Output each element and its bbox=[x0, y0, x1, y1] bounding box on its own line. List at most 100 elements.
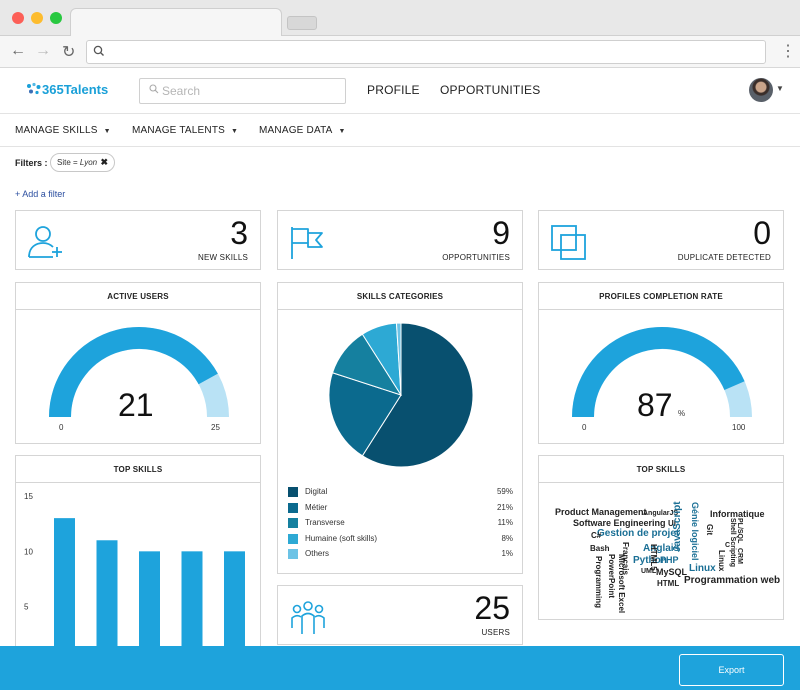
skills-categories-panel: SKILLS CATEGORIES Digital 59% Métier 21% Tra… bbox=[277, 282, 523, 574]
menu-label: MANAGE DATA bbox=[259, 125, 333, 136]
minimize-window-button[interactable] bbox=[31, 12, 43, 24]
filter-key: Site = bbox=[57, 158, 80, 167]
legend-swatch bbox=[288, 549, 298, 559]
legend-label: Transverse bbox=[305, 518, 345, 527]
word: Programming bbox=[594, 556, 603, 609]
app-header: 365Talents PROFILE OPPORTUNITIES ▼ bbox=[0, 68, 800, 114]
legend-value: 21% bbox=[496, 502, 513, 512]
menu-manage-talents[interactable]: MANAGE TALENTS ▼ bbox=[132, 125, 238, 136]
search-box[interactable] bbox=[139, 78, 346, 104]
word: UI bbox=[668, 519, 676, 528]
top-skills-bar-chart: 5 10 15 bbox=[24, 492, 245, 654]
menu-manage-skills[interactable]: MANAGE SKILLS ▼ bbox=[15, 125, 111, 136]
word: CRM bbox=[736, 548, 743, 564]
filters-label: Filters : bbox=[15, 158, 48, 168]
maximize-window-button[interactable] bbox=[50, 12, 62, 24]
pie-slice-digital bbox=[361, 322, 474, 468]
export-button[interactable]: Export bbox=[679, 654, 784, 686]
add-filter-link[interactable]: + Add a filter bbox=[15, 189, 66, 199]
word: Software Engineering bbox=[573, 518, 666, 528]
avatar[interactable] bbox=[749, 78, 773, 102]
legend-value: 59% bbox=[496, 487, 513, 496]
word: AngularJS bbox=[643, 510, 679, 517]
legend-swatch bbox=[288, 518, 298, 528]
duplicates-label: DUPLICATE DETECTED bbox=[677, 253, 771, 262]
word: Linux bbox=[689, 563, 716, 574]
legend-swatch bbox=[288, 502, 298, 513]
chevron-down-icon: ▼ bbox=[231, 128, 239, 135]
bar bbox=[54, 518, 75, 654]
menu-manage-data[interactable]: MANAGE DATA ▼ bbox=[259, 125, 346, 136]
new-tab-button[interactable] bbox=[287, 16, 317, 30]
bar bbox=[139, 551, 160, 654]
new-skills-label: NEW SKILLS bbox=[197, 253, 248, 262]
legend-item: Others 1% bbox=[288, 548, 513, 562]
gauge-fill bbox=[49, 327, 218, 418]
legend-swatch bbox=[288, 487, 298, 497]
stat-card-duplicates: 0 DUPLICATE DETECTED bbox=[538, 210, 784, 270]
filter-chip[interactable]: Site = Lyon ✖ bbox=[50, 153, 115, 172]
word: PowerPoint bbox=[607, 554, 616, 599]
gauge-fill bbox=[572, 327, 745, 418]
word: MySQL bbox=[656, 567, 688, 577]
word: HTML bbox=[657, 579, 680, 588]
remove-filter-icon[interactable]: ✖ bbox=[100, 157, 108, 167]
forward-icon[interactable]: → bbox=[35, 42, 51, 59]
word: UML bbox=[641, 568, 657, 575]
word: PL/SQL bbox=[736, 518, 743, 544]
stat-card-new-skills: 3 NEW SKILLS bbox=[15, 210, 261, 270]
search-input[interactable] bbox=[162, 82, 332, 100]
search-icon bbox=[149, 84, 159, 94]
top-skills-wordcloud-panel: TOP SKILLS Product Management AngularJS … bbox=[538, 455, 784, 620]
browser-toolbar: ← → ↻ ⋮ bbox=[0, 36, 800, 68]
address-bar[interactable] bbox=[86, 40, 766, 64]
reload-icon[interactable]: ↻ bbox=[62, 44, 76, 61]
word: Programmation web bbox=[684, 575, 781, 586]
completion-unit: % bbox=[678, 409, 686, 418]
completion-value: 87 bbox=[637, 387, 673, 423]
flag-icon bbox=[291, 227, 323, 259]
browser-menu-icon[interactable]: ⋮ bbox=[780, 43, 796, 60]
panel-title: SKILLS CATEGORIES bbox=[278, 283, 522, 310]
word: Microsoft Excel bbox=[617, 554, 626, 614]
menu-label: MANAGE SKILLS bbox=[15, 125, 98, 136]
word: PHP bbox=[660, 555, 679, 565]
pie-slice-others bbox=[395, 322, 402, 396]
legend-item: Transverse 11% bbox=[288, 517, 513, 531]
legend-swatch bbox=[288, 533, 298, 544]
back-icon[interactable]: ← bbox=[10, 42, 26, 59]
word: Git bbox=[705, 524, 714, 536]
active-users-value: 21 bbox=[118, 387, 154, 423]
gauge-min-label: 0 bbox=[582, 423, 587, 432]
new-skills-count: 3 bbox=[230, 215, 248, 251]
nav-profile[interactable]: PROFILE bbox=[367, 83, 420, 97]
nav-opportunities[interactable]: OPPORTUNITIES bbox=[440, 83, 541, 97]
pie-slice-m-tier bbox=[328, 372, 402, 457]
sub-navigation: MANAGE SKILLS ▼ MANAGE TALENTS ▼ MANAGE DA… bbox=[0, 114, 800, 147]
panel-title: TOP SKILLS bbox=[16, 456, 260, 483]
legend-item: Métier 21% bbox=[288, 502, 513, 516]
group-icon bbox=[291, 601, 325, 634]
word: C bbox=[725, 542, 731, 549]
close-window-button[interactable] bbox=[12, 12, 24, 24]
legend-label: Humaine (soft skills) bbox=[305, 533, 378, 543]
gauge-min-label: 0 bbox=[59, 423, 64, 432]
word: Product Management bbox=[555, 507, 647, 517]
chevron-down-icon[interactable]: ▼ bbox=[776, 84, 784, 93]
stat-card-users: 25 USERS bbox=[277, 585, 523, 645]
word: JavaScript bbox=[672, 501, 683, 552]
footer-bar: Export bbox=[0, 646, 800, 690]
panel-title: TOP SKILLS bbox=[539, 456, 783, 483]
word: Linux bbox=[717, 550, 726, 572]
duplicate-icon bbox=[551, 225, 586, 260]
panel-title: PROFILES COMPLETION RATE bbox=[539, 283, 783, 310]
y-tick-label: 5 bbox=[24, 603, 29, 612]
word: Informatique bbox=[710, 509, 765, 519]
users-label: USERS bbox=[481, 628, 510, 637]
word: C# bbox=[591, 531, 602, 540]
filter-value: Lyon bbox=[79, 158, 98, 167]
legend-value: 11% bbox=[497, 518, 513, 527]
app-logo[interactable]: 365Talents bbox=[26, 82, 108, 97]
browser-tab[interactable] bbox=[70, 8, 282, 37]
